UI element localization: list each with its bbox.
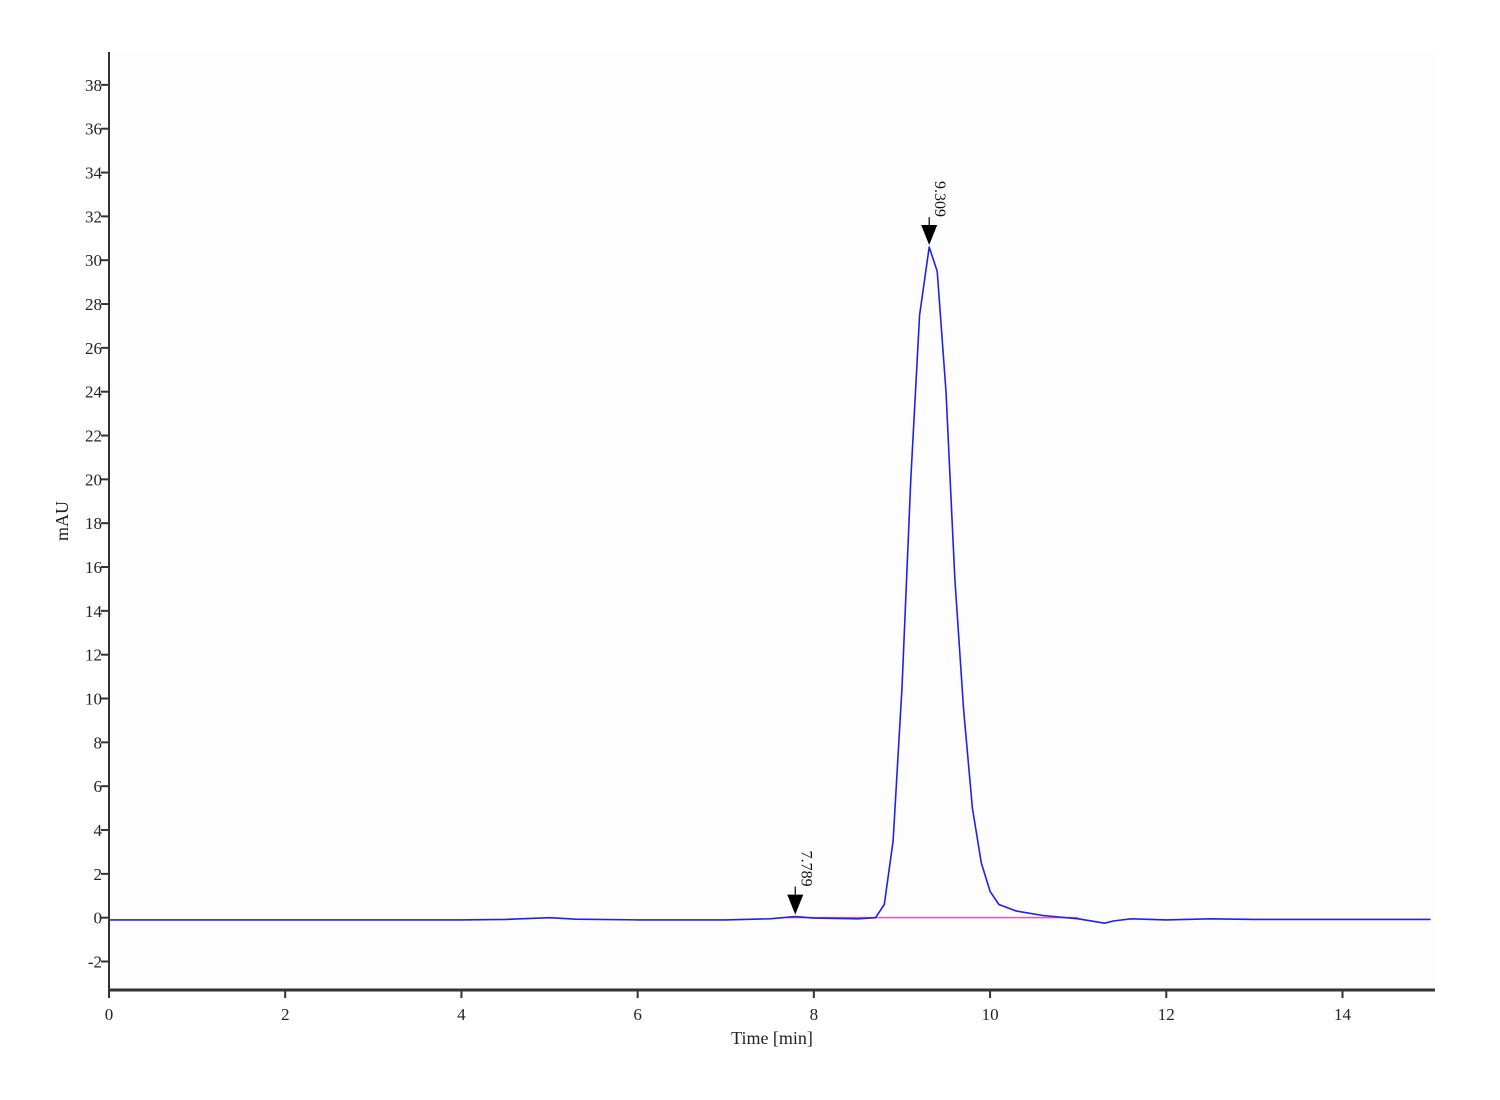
y-tick-label: 8 xyxy=(94,733,103,752)
y-tick-label: 36 xyxy=(85,120,102,139)
x-axis-title: Time [min] xyxy=(731,1028,813,1048)
x-tick-label: 8 xyxy=(810,1005,819,1024)
y-tick-label: 28 xyxy=(85,295,102,314)
x-tick-label: 10 xyxy=(982,1005,999,1024)
y-tick-label: 34 xyxy=(85,164,103,183)
peak-marker-icon xyxy=(921,225,938,246)
plot-area xyxy=(109,52,1435,990)
y-tick-label: 18 xyxy=(85,514,102,533)
y-tick-label: 38 xyxy=(85,76,102,95)
y-tick-label: 2 xyxy=(94,865,103,884)
y-tick-label: 6 xyxy=(94,777,103,796)
x-tick-label: 14 xyxy=(1334,1005,1352,1024)
y-tick-label: -2 xyxy=(88,953,102,972)
peak-label: 9.309 xyxy=(931,181,948,217)
y-axis-title: mAU xyxy=(52,501,72,541)
y-tick-label: 4 xyxy=(94,821,103,840)
x-tick-label: 4 xyxy=(457,1005,466,1024)
x-tick-label: 12 xyxy=(1158,1005,1175,1024)
y-tick-label: 0 xyxy=(94,909,103,928)
y-tick-label: 24 xyxy=(85,383,103,402)
y-tick-label: 32 xyxy=(85,207,102,226)
y-tick-label: 12 xyxy=(85,646,102,665)
x-tick-label: 6 xyxy=(633,1005,642,1024)
peak-label: 7.789 xyxy=(797,851,814,887)
y-tick-label: 16 xyxy=(85,558,102,577)
peak-marker-icon xyxy=(787,894,804,915)
chromatogram-trace xyxy=(109,246,1431,925)
y-tick-label: 20 xyxy=(85,470,102,489)
y-tick-label: 26 xyxy=(85,339,102,358)
y-tick-label: 10 xyxy=(85,690,102,709)
y-tick-label: 14 xyxy=(85,602,103,621)
x-tick-label: 0 xyxy=(105,1005,114,1024)
x-tick-label: 2 xyxy=(281,1005,290,1024)
y-tick-label: 22 xyxy=(85,427,102,446)
y-tick-label: 30 xyxy=(85,251,102,270)
